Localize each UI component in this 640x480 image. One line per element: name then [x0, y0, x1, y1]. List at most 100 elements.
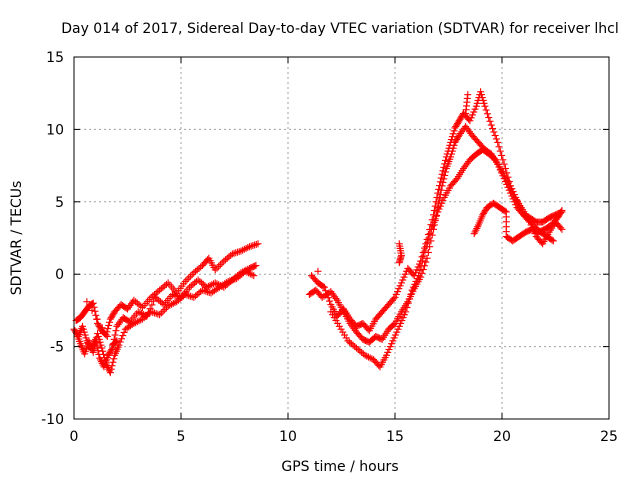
data-point-track-2	[94, 321, 102, 329]
scatter-points	[70, 88, 566, 377]
data-point-track-2	[102, 331, 110, 339]
data-point-track-6	[351, 343, 359, 351]
data-point-track-3	[98, 344, 106, 352]
data-point-track-6	[356, 347, 364, 355]
data-point-track-3	[166, 301, 174, 309]
data-point-track-6	[434, 208, 442, 216]
data-point-track-2	[193, 266, 201, 274]
data-point-track-7	[555, 211, 563, 219]
data-point-track-3	[147, 308, 155, 316]
data-point-isolated	[314, 267, 322, 275]
data-point-track-5	[436, 182, 444, 190]
data-point-track-1	[158, 299, 166, 307]
data-point-track-3	[234, 273, 242, 281]
data-point-track-3	[89, 348, 97, 356]
data-point-track-6	[407, 290, 415, 298]
data-point-track-7	[471, 228, 479, 236]
data-point-track-3	[115, 341, 123, 349]
data-point-isolated	[93, 315, 101, 323]
data-point-track-6	[349, 341, 357, 349]
data-point-track-6	[354, 345, 362, 353]
data-point-track-5	[498, 151, 506, 159]
data-point-track-3	[94, 332, 102, 340]
data-point-track-6	[510, 191, 518, 199]
data-point-track-3	[144, 311, 152, 319]
data-point-track-3	[133, 318, 141, 326]
data-point-track-2	[147, 293, 155, 301]
data-point-track-2	[162, 280, 170, 288]
data-point-track-5	[468, 111, 476, 119]
data-point-track-3	[226, 277, 234, 285]
data-point-track-3	[99, 347, 107, 355]
data-point-track-5	[482, 106, 490, 114]
data-point-track-2	[242, 244, 250, 252]
data-point-track-7	[479, 211, 487, 219]
data-point-track-3	[173, 298, 181, 306]
data-point-track-3	[243, 268, 251, 276]
data-point-track-6	[386, 343, 394, 351]
data-point-track-5	[438, 170, 446, 178]
data-point-track-2	[152, 289, 160, 297]
data-point-track-2	[149, 292, 157, 300]
data-point-track-1	[211, 279, 219, 287]
data-point-track-5	[450, 127, 458, 135]
data-point-track-2	[181, 277, 189, 285]
data-point-track-5	[430, 206, 438, 214]
data-point-track-1	[187, 282, 195, 290]
data-point-track-1	[106, 348, 114, 356]
data-point-track-5	[467, 114, 475, 122]
data-point-track-1	[189, 280, 197, 288]
data-point-track-3	[245, 269, 253, 277]
data-point-track-5	[434, 189, 442, 197]
data-point-track-6	[400, 311, 408, 319]
data-point-track-3	[198, 286, 206, 294]
data-point-track-6	[389, 337, 397, 345]
grid	[74, 57, 609, 419]
data-point-track-5	[457, 114, 465, 122]
data-point-track-5	[477, 88, 485, 96]
data-point-track-2	[107, 314, 115, 322]
data-point-track-6	[411, 280, 419, 288]
data-point-track-1	[136, 309, 144, 317]
data-point-track-6	[421, 247, 429, 255]
data-point-track-3	[100, 350, 108, 358]
data-point-track-3	[142, 312, 150, 320]
data-point-track-2	[218, 259, 226, 267]
data-point-track-3	[246, 270, 254, 278]
data-point-track-3	[96, 338, 104, 346]
data-point-track-5	[490, 128, 498, 136]
y-tick-label: -10	[41, 412, 64, 428]
data-point-track-1	[79, 325, 87, 333]
data-point-track-2	[240, 245, 248, 253]
data-point-track-5	[479, 96, 487, 104]
data-point-track-5	[453, 120, 461, 128]
data-point-track-6	[346, 338, 354, 346]
data-point-track-1	[134, 308, 142, 316]
data-point-track-6	[391, 331, 399, 339]
data-point-track-5	[448, 133, 456, 141]
data-point-track-6	[358, 348, 366, 356]
data-point-track-6	[327, 308, 335, 316]
data-point-track-6	[395, 322, 403, 330]
data-point-track-5	[399, 276, 407, 284]
data-point-track-2	[183, 276, 191, 284]
data-point-track-3	[188, 293, 196, 301]
chart-title: Day 014 of 2017, Sidereal Day-to-day VTE…	[61, 21, 619, 37]
data-point-track-3	[183, 291, 191, 299]
data-point-track-3	[156, 311, 164, 319]
data-point-track-7	[480, 209, 488, 217]
data-point-track-5	[480, 99, 488, 107]
data-point-track-5	[444, 147, 452, 155]
data-point-track-3	[205, 288, 213, 296]
data-point-track-5	[320, 283, 328, 291]
data-point-isolated	[112, 338, 120, 346]
data-point-track-2	[186, 272, 194, 280]
data-point-track-2	[216, 261, 224, 269]
data-point-track-2	[91, 307, 99, 315]
data-point-track-6	[384, 348, 392, 356]
data-point-track-3	[140, 314, 148, 322]
data-point-track-5	[454, 118, 462, 126]
data-point-track-5	[319, 282, 327, 290]
data-point-track-6	[363, 352, 371, 360]
